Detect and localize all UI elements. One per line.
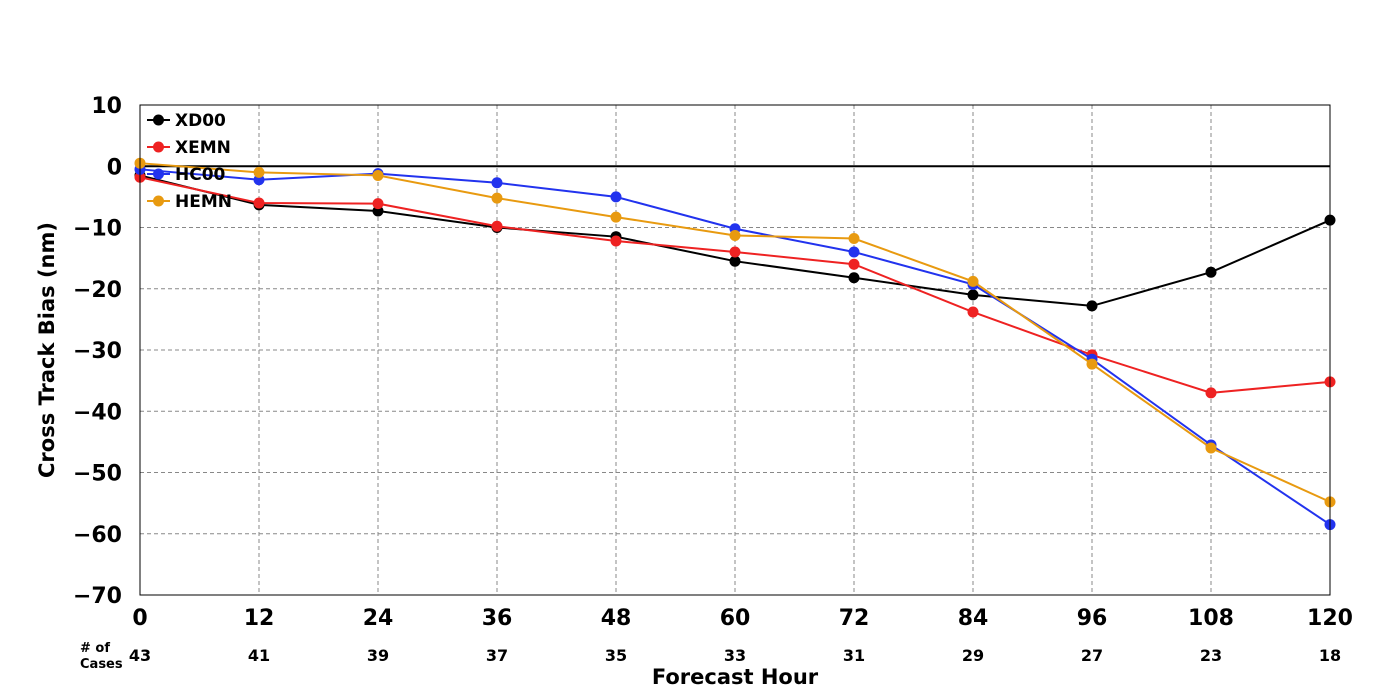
y-tick-label: −60 xyxy=(73,523,122,548)
y-tick-label: −20 xyxy=(73,278,122,303)
case-count: 33 xyxy=(724,646,746,665)
y-tick-label: 0 xyxy=(107,155,122,180)
cases-label-line2: Cases xyxy=(80,657,123,672)
data-point-xd00 xyxy=(1086,300,1098,312)
x-tick-label: 120 xyxy=(1307,606,1353,631)
data-point-xemn xyxy=(372,198,384,210)
y-tick-label: −70 xyxy=(73,584,122,609)
data-point-hc00 xyxy=(491,177,503,189)
data-point-xd00 xyxy=(848,272,860,284)
data-point-xemn xyxy=(1205,387,1217,399)
legend-marker-xd00 xyxy=(153,114,164,126)
data-point-hemn xyxy=(253,166,265,178)
y-tick-label: −30 xyxy=(73,339,122,364)
x-tick-label: 12 xyxy=(244,606,275,631)
data-point-xemn xyxy=(967,306,979,318)
cases-label-line1: # of xyxy=(80,641,110,656)
data-point-xemn xyxy=(848,258,860,270)
case-counts: # of Cases 43 41 39 37 35 33 31 29 27 23 18 xyxy=(80,641,1341,672)
legend-marker-hc00 xyxy=(153,168,164,180)
x-tick-label: 24 xyxy=(363,606,394,631)
data-point-hemn xyxy=(610,211,622,223)
data-point-hemn xyxy=(1086,358,1098,370)
data-point-hc00 xyxy=(848,246,860,258)
legend-marker-hemn xyxy=(153,195,164,207)
case-count: 43 xyxy=(129,646,151,665)
legend-label-xemn: XEMN xyxy=(175,138,231,158)
x-tick-label: 36 xyxy=(482,606,513,631)
data-point-xd00 xyxy=(967,289,979,301)
y-tick-label: −10 xyxy=(73,217,122,242)
grid xyxy=(140,105,1330,595)
case-count: 41 xyxy=(248,646,270,665)
x-tick-label: 96 xyxy=(1077,606,1108,631)
legend: XD00 XEMN HC00 HEMN xyxy=(147,111,232,212)
data-point-hemn xyxy=(848,233,860,245)
data-point-hemn xyxy=(491,192,503,204)
data-point-xd00 xyxy=(729,255,741,267)
tick-labels: 0 12 24 36 48 60 72 84 96 108 120 10 0 −10 −20 −30 −40 −5… xyxy=(73,94,1353,631)
case-count: 37 xyxy=(486,646,508,665)
case-count: 29 xyxy=(962,646,984,665)
data-point-hemn xyxy=(729,229,741,241)
case-count: 39 xyxy=(367,646,389,665)
series-layer xyxy=(134,157,1336,531)
y-axis-title: Cross Track Bias (nm) xyxy=(35,222,59,478)
x-axis-title: Forecast Hour xyxy=(652,665,819,689)
case-count: 35 xyxy=(605,646,627,665)
data-point-xemn xyxy=(610,235,622,247)
x-tick-label: 48 xyxy=(601,606,632,631)
data-point-xd00 xyxy=(1205,266,1217,278)
legend-label-xd00: XD00 xyxy=(175,111,226,131)
data-point-hemn xyxy=(1205,442,1217,454)
legend-marker-xemn xyxy=(153,141,164,153)
data-point-xemn xyxy=(729,246,741,258)
x-tick-label: 0 xyxy=(132,606,147,631)
data-point-hemn xyxy=(967,275,979,287)
y-tick-label: −40 xyxy=(73,400,122,425)
x-tick-label: 72 xyxy=(839,606,870,631)
data-point-xemn xyxy=(253,197,265,209)
x-tick-label: 84 xyxy=(958,606,989,631)
legend-label-hemn: HEMN xyxy=(175,192,232,212)
case-count: 18 xyxy=(1319,646,1341,665)
case-count: 31 xyxy=(843,646,865,665)
x-tick-label: 108 xyxy=(1188,606,1234,631)
data-point-hemn xyxy=(372,169,384,181)
data-point-hc00 xyxy=(610,191,622,203)
y-tick-label: −50 xyxy=(73,462,122,487)
legend-label-hc00: HC00 xyxy=(175,165,226,185)
y-tick-label: 10 xyxy=(91,94,122,119)
case-count: 27 xyxy=(1081,646,1103,665)
plot-area-frame xyxy=(139,104,1331,596)
case-count: 23 xyxy=(1200,646,1222,665)
x-tick-label: 60 xyxy=(720,606,751,631)
data-point-xemn xyxy=(491,220,503,232)
